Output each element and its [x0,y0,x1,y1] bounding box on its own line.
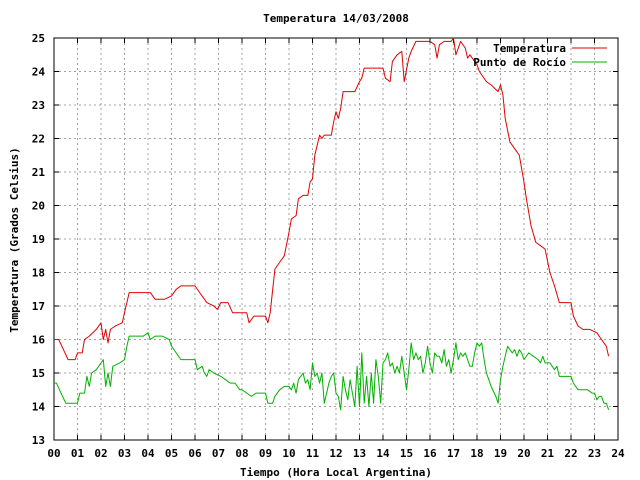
legend-label: Punto de Rocío [473,56,566,69]
y-tick-label: 20 [32,200,45,213]
y-tick-label: 18 [32,267,45,280]
x-tick-label: 06 [188,447,202,460]
x-tick-label: 16 [423,447,437,460]
x-tick-label: 24 [611,447,625,460]
x-tick-label: 07 [212,447,225,460]
x-axis-label: Tiempo (Hora Local Argentina) [240,466,432,479]
x-tick-label: 08 [235,447,248,460]
y-tick-label: 19 [32,233,45,246]
legend-label: Temperatura [493,42,566,55]
x-tick-label: 17 [447,447,460,460]
y-tick-label: 23 [32,99,45,112]
series-line-punto-de-rocio [54,332,610,411]
y-tick-label: 16 [32,334,46,347]
x-tick-label: 04 [141,447,155,460]
x-tick-label: 20 [517,447,530,460]
x-tick-label: 13 [353,447,366,460]
x-tick-label: 09 [259,447,272,460]
x-tick-label: 05 [165,447,178,460]
x-tick-label: 00 [47,447,60,460]
y-tick-label: 24 [32,66,46,79]
chart-title: Temperatura 14/03/2008 [263,12,409,25]
y-tick-label: 22 [32,133,45,146]
x-tick-label: 01 [71,447,85,460]
x-tick-label: 22 [564,447,577,460]
x-tick-label: 10 [282,447,295,460]
x-tick-label: 18 [470,447,483,460]
x-tick-label: 03 [118,447,131,460]
y-tick-label: 21 [32,166,46,179]
x-tick-label: 15 [400,447,413,460]
x-tick-label: 23 [588,447,601,460]
y-tick-label: 14 [32,401,46,414]
series-lines [54,37,610,411]
y-tick-label: 25 [32,32,45,45]
y-axis-label: Temperatura (Grados Celsius) [8,147,21,332]
y-tick-label: 15 [32,367,45,380]
y-tick-label: 13 [32,434,45,447]
x-tick-label: 12 [329,447,342,460]
x-tick-label: 19 [494,447,507,460]
axis-ticks: 00 01 02 03 04 05 06 07 08 09 10 11 12 13 14 15 16 17 18 19… [32,32,625,460]
grid [54,38,618,440]
x-tick-label: 14 [376,447,390,460]
x-tick-label: 21 [541,447,555,460]
x-tick-label: 11 [306,447,320,460]
x-tick-label: 02 [94,447,107,460]
series-line-temperatura [54,37,610,361]
y-tick-label: 17 [32,300,45,313]
